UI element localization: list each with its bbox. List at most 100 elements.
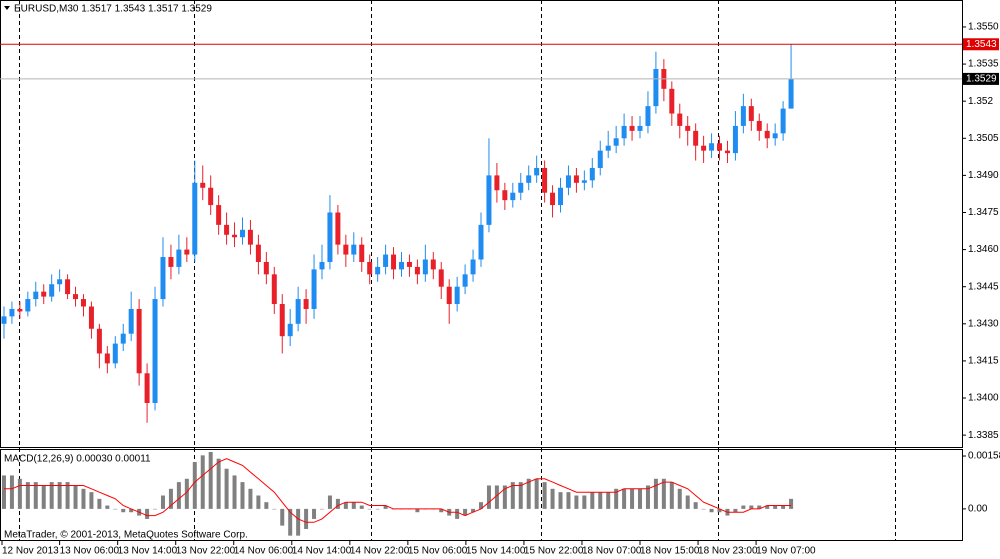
candle-body (383, 254, 389, 267)
y-tick-label: 1.3505 (968, 133, 999, 144)
candle-body (764, 130, 770, 139)
candle-body (732, 125, 738, 154)
footer: MetaTrader, © 2001-2013, MetaQuotes Soft… (4, 530, 248, 541)
x-tick-label: 15 Nov 14:00 (466, 546, 526, 557)
x-tick-label: 15 Nov 06:00 (408, 546, 468, 557)
price-label: 1.3543 (966, 39, 997, 50)
candle-body (144, 373, 150, 403)
candle-body (41, 291, 47, 297)
candle-body (112, 343, 118, 364)
macd-bar (542, 482, 547, 509)
macd-bar (550, 488, 555, 509)
candle-body (414, 266, 420, 275)
candle-body (33, 291, 39, 300)
macd-bar (25, 482, 30, 509)
macd-bar (129, 508, 134, 513)
macd-bar (375, 508, 380, 510)
candle-body (104, 353, 110, 364)
candle-body (152, 299, 158, 403)
candle-body (247, 229, 253, 245)
macd-bar (335, 498, 340, 509)
candle-body (526, 175, 532, 183)
macd-bar (208, 452, 213, 509)
candle-body (613, 138, 619, 146)
candle-body (494, 175, 500, 191)
candle-body (17, 308, 23, 312)
candle-body (645, 106, 651, 126)
y-tick-label: 1.3460 (968, 244, 999, 255)
candle-body (724, 150, 730, 154)
y-tick-label: 1.3385 (968, 430, 999, 441)
candle-body (65, 279, 71, 295)
candle-body (343, 244, 349, 255)
macd-bar (733, 508, 738, 513)
candle-body (9, 308, 15, 317)
macd-bar (176, 482, 181, 509)
macd-bar (558, 492, 563, 509)
candle-body (581, 180, 587, 183)
candle-body (510, 192, 516, 201)
macd-bar (486, 485, 491, 509)
candle-body (367, 261, 373, 275)
candle-body (462, 274, 468, 287)
candle-body (359, 244, 365, 262)
candle-body (470, 259, 476, 275)
macd-bar (614, 488, 619, 509)
y-tick-label: 1.3400 (968, 393, 999, 404)
macd-bar (789, 498, 794, 509)
candle-body (319, 261, 325, 270)
macd-bar (145, 508, 150, 519)
x-tick-label: 18 Nov 15:00 (640, 546, 700, 557)
macd-bar (89, 492, 94, 509)
macd-bar (574, 495, 579, 509)
macd-bar (73, 485, 78, 509)
candle-body (208, 187, 214, 206)
price-panel-frame (0, 0, 963, 448)
candle-body (518, 182, 524, 193)
macd-bar (598, 492, 603, 509)
candle-body (120, 333, 126, 344)
candle-body (430, 259, 436, 270)
candle-body (287, 323, 293, 337)
macd-bar (479, 502, 483, 509)
price-label-box (963, 38, 999, 51)
candle-body (788, 78, 794, 109)
macd-bar (288, 508, 293, 536)
x-tick-label: 19 Nov 07:00 (756, 546, 816, 557)
macd-bar (200, 455, 205, 509)
candle-body (756, 120, 762, 131)
macd-bar (463, 508, 468, 516)
candle-body (637, 125, 643, 131)
macd-bar (327, 495, 332, 509)
candle-body (629, 125, 635, 131)
macd-bar (33, 482, 38, 509)
macd-bar (534, 478, 539, 509)
macd-bar (415, 508, 420, 513)
candle-body (565, 175, 571, 188)
macd-bar (383, 505, 388, 509)
x-tick-label: 15 Nov 22:00 (524, 546, 584, 557)
macd-bar (757, 505, 762, 509)
candle-body (200, 182, 206, 188)
candle-body (422, 259, 428, 275)
chart-title: EURUSD,M30 1.3517 1.3543 1.3517 1.3529 (14, 4, 212, 15)
price-label-box (963, 72, 999, 85)
y-tick-label: 1.352 (968, 96, 993, 107)
macd-bar (216, 458, 221, 509)
candle-body (49, 284, 55, 297)
macd-bar (494, 485, 499, 509)
y-tick-label: 1.3415 (968, 356, 999, 367)
candle-body (685, 125, 691, 131)
candle-body (589, 167, 595, 181)
macd-bar (351, 502, 356, 509)
candle-body (96, 328, 102, 354)
macd-bar (319, 508, 324, 510)
candle-body (605, 145, 611, 151)
macd-y-tick-label: 0.00 (968, 504, 988, 515)
candle-body (311, 269, 317, 309)
candle-body (57, 279, 63, 285)
x-tick-label: 13 Nov 14:00 (118, 546, 178, 557)
x-tick-label: 18 Nov 07:00 (582, 546, 642, 557)
x-tick-label: 14 Nov 14:00 (292, 546, 352, 557)
macd-bar (248, 488, 253, 509)
